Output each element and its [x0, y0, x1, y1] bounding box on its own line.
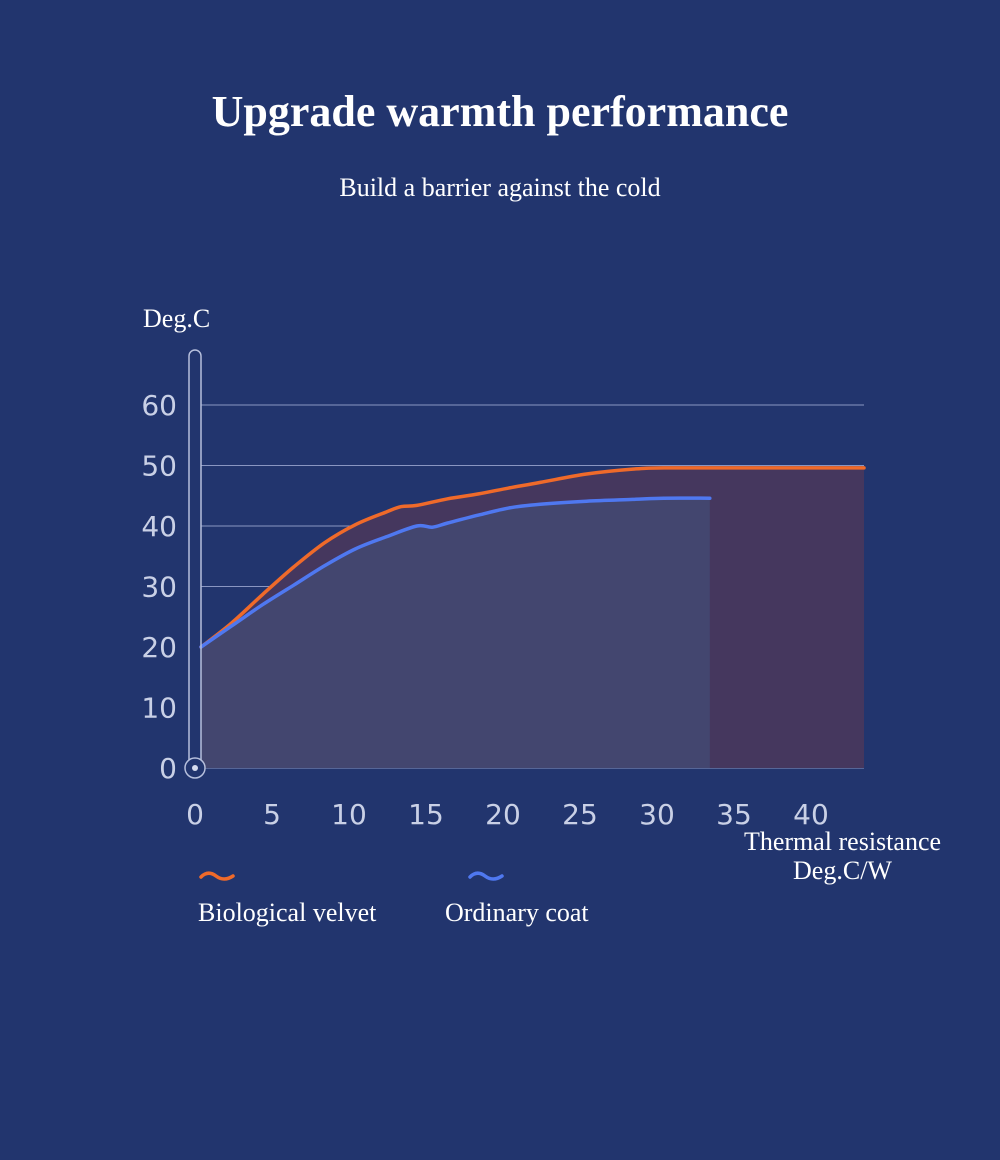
- legend-item-biological-velvet: Biological velvet: [198, 868, 376, 928]
- legend-swatch-biological-velvet: [199, 871, 235, 881]
- series-areas: [201, 467, 864, 768]
- series-lines: [199, 466, 866, 649]
- chart-subtitle: Build a barrier against the cold: [339, 173, 661, 202]
- legend-item-ordinary-coat: Ordinary coat: [445, 868, 589, 928]
- x-axis-label-line-1: Thermal resistance: [743, 827, 942, 856]
- thermometer-stem: [188, 349, 202, 771]
- legend-label-biological-velvet: Biological velvet: [198, 898, 377, 927]
- x-tick-40: 40: [793, 798, 829, 831]
- x-tick-20: 20: [485, 798, 521, 831]
- line-ordinary-coat: [199, 496, 712, 649]
- x-tick-labels: 0 5 10 15 20 25 30 35 40: [186, 798, 829, 831]
- x-tick-0: 0: [186, 798, 204, 831]
- line-biological-velvet: [199, 466, 866, 649]
- x-tick-35: 35: [716, 798, 752, 831]
- y-tick-30: 30: [141, 571, 177, 604]
- x-tick-30: 30: [639, 798, 675, 831]
- x-axis-label: Thermal resistance Deg.C/W: [730, 827, 955, 885]
- y-tick-60: 60: [141, 389, 177, 422]
- thermometer-bulb-dot: [192, 765, 198, 771]
- y-tick-40: 40: [141, 510, 177, 543]
- x-tick-10: 10: [331, 798, 367, 831]
- y-axis-thermometer: [184, 349, 206, 779]
- legend-label-ordinary-coat: Ordinary coat: [445, 898, 589, 927]
- chart-title: Upgrade warmth performance: [211, 87, 789, 136]
- y-tick-labels: 0 10 20 30 40 50 60: [141, 389, 177, 785]
- x-tick-25: 25: [562, 798, 598, 831]
- x-tick-5: 5: [263, 798, 281, 831]
- y-tick-0: 0: [159, 752, 177, 785]
- x-axis-label-line-2: Deg.C/W: [793, 856, 892, 885]
- area-ordinary-coat: [201, 498, 710, 768]
- y-tick-20: 20: [141, 631, 177, 664]
- y-axis-label: Deg.C: [143, 304, 211, 333]
- x-tick-15: 15: [408, 798, 444, 831]
- y-tick-50: 50: [141, 450, 177, 483]
- y-tick-10: 10: [141, 692, 177, 725]
- legend-swatch-ordinary-coat: [468, 871, 504, 881]
